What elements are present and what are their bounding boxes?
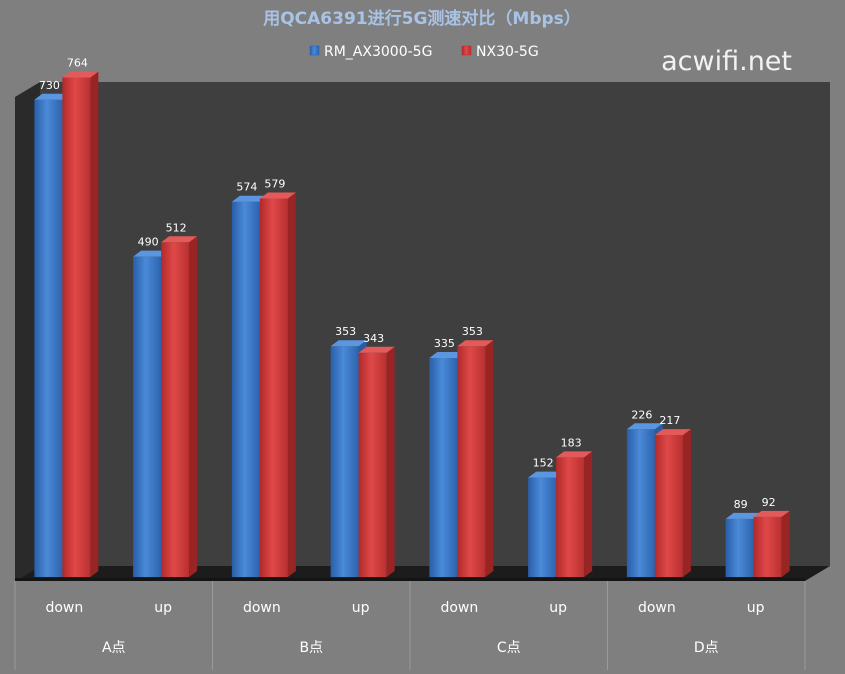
plot-floor bbox=[15, 566, 830, 581]
x-tick-label-6: down bbox=[638, 600, 676, 616]
bar-nx30-4 bbox=[457, 340, 494, 577]
value-label-nx30-0: 764 bbox=[67, 57, 88, 70]
x-group-label-3: D点 bbox=[694, 640, 719, 656]
value-label-rm-ax3000-2: 574 bbox=[236, 181, 257, 194]
legend-swatch-rm-ax3000 bbox=[309, 45, 320, 56]
bar-nx30-1 bbox=[161, 236, 198, 577]
value-label-rm-ax3000-7: 89 bbox=[734, 498, 748, 511]
x-group-labels: A点 B点 C点 D点 bbox=[102, 640, 719, 656]
value-label-rm-ax3000-3: 353 bbox=[335, 325, 356, 338]
value-label-rm-ax3000-6: 226 bbox=[631, 408, 652, 421]
value-label-nx30-6: 217 bbox=[659, 414, 680, 427]
bars-layer bbox=[34, 71, 790, 577]
value-label-nx30-3: 343 bbox=[363, 332, 384, 345]
x-tick-label-1: up bbox=[154, 600, 172, 616]
x-group-label-1: B点 bbox=[299, 640, 323, 656]
bar-nx30-6 bbox=[654, 429, 691, 577]
legend-label-nx30: NX30-5G bbox=[476, 44, 539, 60]
x-tick-label-2: down bbox=[243, 600, 281, 616]
value-label-nx30-5: 183 bbox=[561, 436, 582, 449]
value-label-rm-ax3000-0: 730 bbox=[39, 79, 60, 92]
bar-nx30-3 bbox=[358, 346, 395, 577]
bar-nx30-0 bbox=[62, 71, 99, 577]
x-tick-label-7: up bbox=[747, 600, 765, 616]
value-labels-layer: 730 764 490 512 574 579 353 343 335 353 152 183 226 2… bbox=[39, 57, 776, 511]
x-tick-label-0: down bbox=[45, 600, 83, 616]
value-label-rm-ax3000-1: 490 bbox=[138, 236, 159, 249]
value-label-rm-ax3000-5: 152 bbox=[533, 457, 554, 470]
watermark: acwifi.net bbox=[661, 46, 792, 77]
plot-floor-edge bbox=[15, 578, 805, 581]
legend-item-rm-ax3000: RM_AX3000-5G bbox=[309, 44, 432, 60]
x-tick-label-4: down bbox=[440, 600, 478, 616]
value-label-rm-ax3000-4: 335 bbox=[434, 337, 455, 350]
legend-label-rm-ax3000: RM_AX3000-5G bbox=[324, 44, 432, 60]
chart-title: 用QCA6391进行5G测速对比（Mbps） bbox=[263, 8, 581, 29]
value-label-nx30-2: 579 bbox=[264, 177, 285, 190]
x-tick-label-5: up bbox=[549, 600, 567, 616]
legend-swatch-nx30 bbox=[461, 45, 472, 56]
legend: RM_AX3000-5G NX30-5G bbox=[309, 44, 539, 60]
value-label-nx30-7: 92 bbox=[762, 496, 776, 509]
plot-side-wall bbox=[15, 82, 40, 581]
bar-nx30-7 bbox=[753, 510, 790, 577]
bar-nx30-2 bbox=[259, 192, 296, 577]
x-group-label-2: C点 bbox=[497, 640, 521, 656]
x-tick-labels: down up down up down up down up bbox=[45, 600, 764, 616]
category-axis bbox=[14, 581, 806, 670]
x-tick-label-3: up bbox=[352, 600, 370, 616]
value-label-nx30-4: 353 bbox=[462, 325, 483, 338]
x-group-label-0: A点 bbox=[102, 640, 126, 656]
bar-nx30-5 bbox=[556, 451, 593, 577]
legend-item-nx30: NX30-5G bbox=[461, 44, 539, 60]
value-label-nx30-1: 512 bbox=[166, 221, 187, 234]
